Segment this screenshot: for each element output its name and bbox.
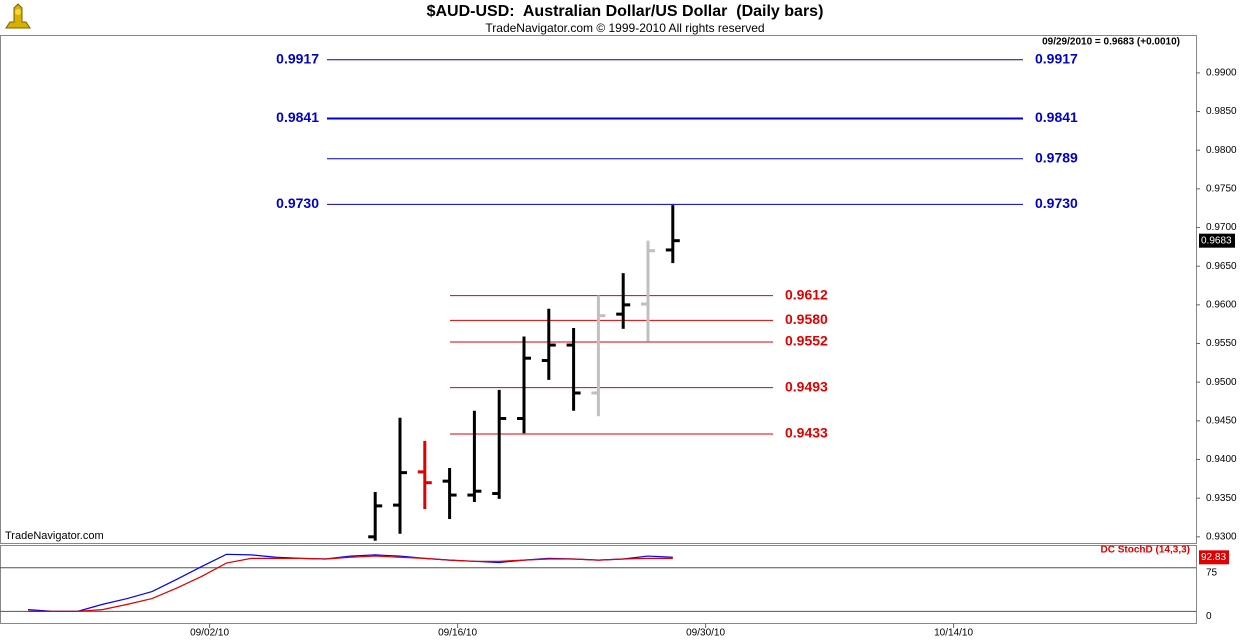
level-label: 0.9493	[785, 378, 828, 394]
level-label: 0.9730	[1035, 195, 1078, 211]
y-tick-label: 0	[1206, 611, 1212, 622]
y-tick-label: 0.9450	[1206, 415, 1237, 426]
y-tick-label: 0.9350	[1206, 493, 1237, 504]
indicator-label: DC StochD (14,3,3)	[1101, 545, 1190, 556]
level-label: 0.9552	[785, 333, 828, 349]
level-label: 0.9917	[1035, 50, 1078, 66]
level-label: 0.9841	[1035, 109, 1078, 125]
y-tick-label: 0.9650	[1206, 261, 1237, 272]
y-tick-label: 0.9800	[1206, 145, 1237, 156]
last-bar-info: 09/29/2010 = 0.9683 (+0.0010)	[1042, 37, 1180, 48]
y-tick-label: 0.9700	[1206, 222, 1237, 233]
y-tick-label: 0.9600	[1206, 299, 1237, 310]
level-label-left: 0.9730	[276, 195, 319, 211]
x-tick-label: 09/02/10	[190, 628, 229, 639]
level-label: 0.9433	[785, 425, 828, 441]
x-tick-label: 10/14/10	[934, 628, 973, 639]
y-tick-label: 75	[1206, 567, 1218, 578]
y-tick-label: 0.9550	[1206, 338, 1237, 349]
stoch-line	[28, 555, 673, 612]
y-tick-label: 0.9850	[1206, 106, 1237, 117]
level-label-left: 0.9841	[276, 109, 319, 125]
x-tick-label: 09/30/10	[686, 628, 725, 639]
x-tick-label: 09/16/10	[438, 628, 477, 639]
y-tick-label: 0.9900	[1206, 68, 1237, 79]
last-price-box	[1199, 233, 1235, 248]
level-label-left: 0.9917	[276, 50, 319, 66]
last-value-label: 92.83	[1201, 552, 1226, 563]
stoch-panel	[0, 545, 1197, 624]
logo	[5, 3, 31, 29]
price-panel	[0, 35, 1197, 544]
level-label: 0.9580	[785, 311, 828, 327]
last-price-label: 0.9683	[1201, 235, 1232, 246]
y-tick-label: 0.9300	[1206, 531, 1237, 542]
y-tick-label: 0.9750	[1206, 184, 1237, 195]
last-value-box	[1199, 550, 1229, 565]
chart-title: $AUD-USD: Australian Dollar/US Dollar (D…	[427, 3, 824, 20]
y-tick-label: 0.9500	[1206, 377, 1237, 388]
level-label: 0.9789	[1035, 149, 1078, 165]
level-label: 0.9612	[785, 286, 828, 302]
watermark: TradeNavigator.com	[5, 530, 104, 542]
price-bars	[368, 205, 680, 541]
y-tick-label: 0.9400	[1206, 454, 1237, 465]
chart-subtitle: TradeNavigator.com © 1999-2010 All right…	[485, 21, 764, 35]
